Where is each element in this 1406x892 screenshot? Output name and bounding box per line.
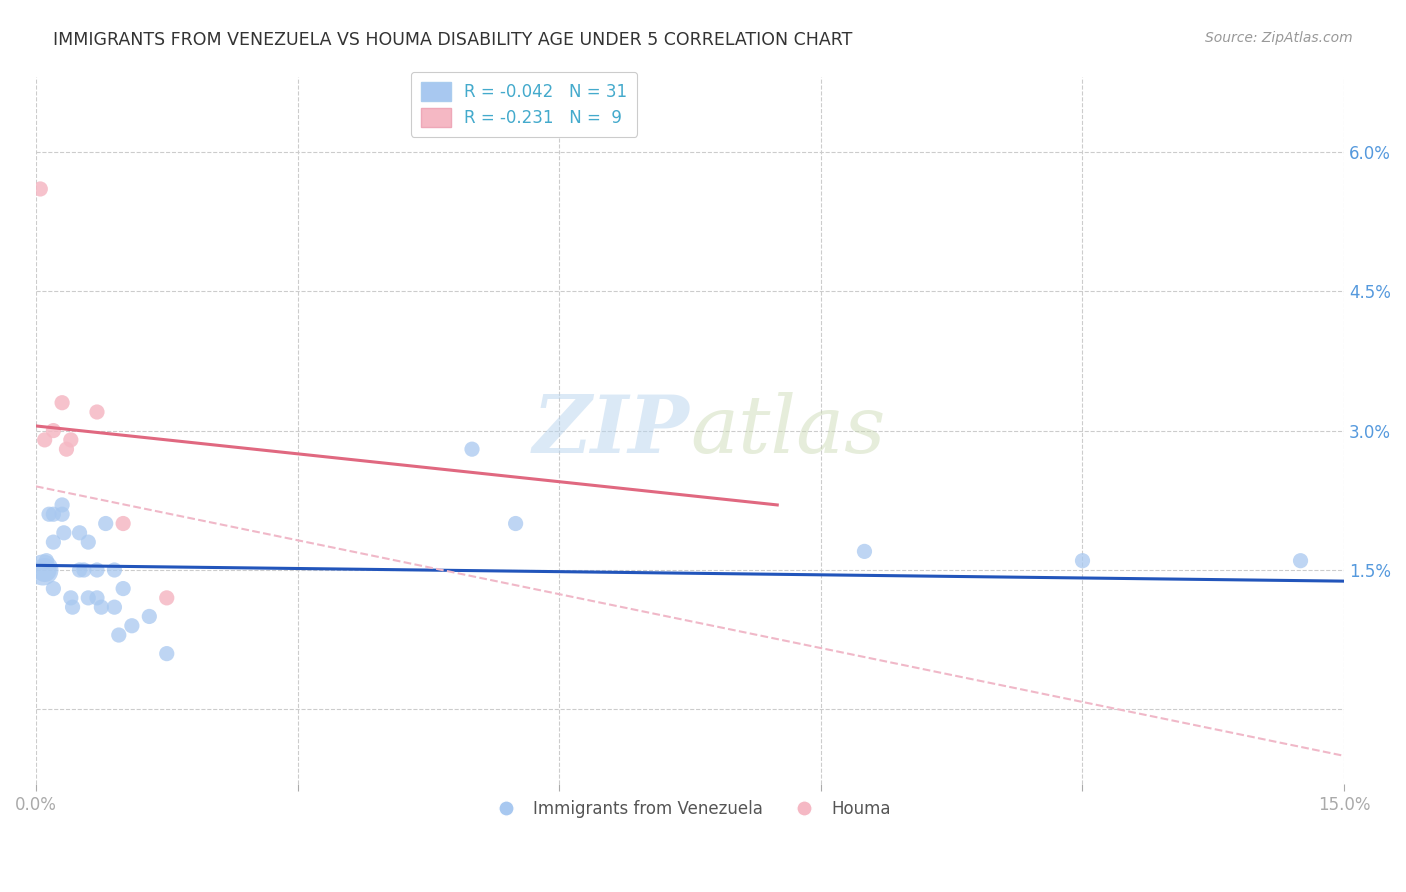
Point: [112, 516, 135, 531]
Point: [1071, 554, 1094, 568]
Point: [51, 498, 73, 512]
Text: Source: ZipAtlas.com: Source: ZipAtlas.com: [1205, 31, 1353, 45]
Point: [34, 563, 56, 577]
Point: [42, 424, 65, 438]
Point: [156, 647, 179, 661]
Point: [30, 182, 52, 196]
Point: [59, 433, 82, 447]
Point: [86, 563, 108, 577]
Point: [51, 507, 73, 521]
Point: [62, 600, 84, 615]
Point: [505, 516, 527, 531]
Point: [59, 591, 82, 605]
Point: [52, 525, 75, 540]
Point: [90, 600, 112, 615]
Point: [1289, 554, 1312, 568]
Point: [853, 544, 876, 558]
Point: [107, 628, 129, 642]
Legend: Immigrants from Venezuela, Houma: Immigrants from Venezuela, Houma: [482, 794, 897, 825]
Point: [32, 563, 55, 577]
Point: [138, 609, 160, 624]
Point: [69, 563, 91, 577]
Point: [34, 433, 56, 447]
Point: [94, 516, 117, 531]
Point: [461, 442, 484, 457]
Point: [86, 405, 108, 419]
Text: ZIP: ZIP: [533, 392, 690, 469]
Point: [121, 619, 143, 633]
Point: [42, 507, 65, 521]
Point: [73, 563, 96, 577]
Point: [112, 582, 135, 596]
Text: IMMIGRANTS FROM VENEZUELA VS HOUMA DISABILITY AGE UNDER 5 CORRELATION CHART: IMMIGRANTS FROM VENEZUELA VS HOUMA DISAB…: [53, 31, 853, 49]
Point: [77, 591, 100, 605]
Point: [77, 535, 100, 549]
Text: atlas: atlas: [690, 392, 886, 469]
Point: [103, 600, 125, 615]
Point: [38, 507, 60, 521]
Point: [156, 591, 179, 605]
Point: [42, 582, 65, 596]
Point: [55, 442, 77, 457]
Point: [35, 554, 58, 568]
Point: [51, 395, 73, 409]
Point: [86, 591, 108, 605]
Point: [42, 535, 65, 549]
Point: [69, 525, 91, 540]
Point: [103, 563, 125, 577]
